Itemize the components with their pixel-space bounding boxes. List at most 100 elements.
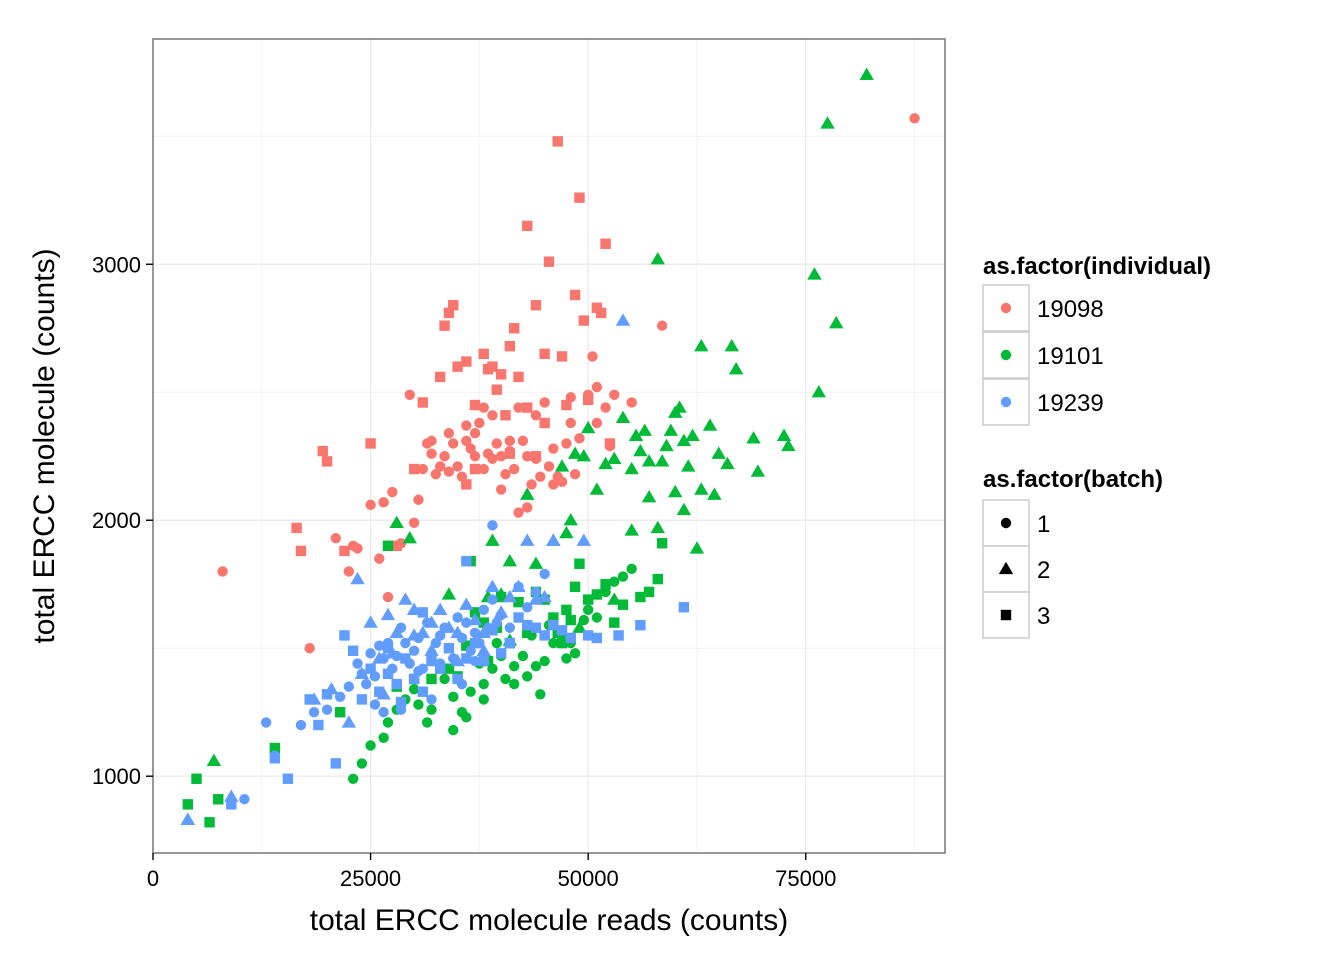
data-point-19101-batch-3 [556, 637, 568, 649]
data-point-19098-batch-3 [461, 479, 472, 490]
data-point-19101-batch-3 [656, 538, 668, 549]
data-point-19098-batch-1 [591, 417, 603, 429]
data-point-19098-batch-1 [656, 320, 668, 331]
data-point-19239-batch-3 [408, 673, 420, 685]
data-point-19101-batch-2 [633, 443, 648, 457]
data-point-19101-batch-1 [539, 655, 550, 667]
data-point-19239-batch-3 [478, 655, 489, 667]
data-point-19098-batch-3 [522, 402, 533, 413]
data-point-19101-batch-3 [334, 707, 346, 718]
data-point-19101-batch-1 [421, 717, 433, 728]
data-point-19239-batch-1 [487, 520, 498, 531]
data-point-19101-batch-2 [681, 459, 696, 472]
data-point-19101-batch-2 [694, 338, 709, 352]
data-point-19101-batch-1 [522, 671, 533, 682]
data-point-19101-batch-2 [672, 400, 687, 413]
data-point-19239-batch-1 [504, 622, 516, 633]
legend-batch-title: as.factor(batch) [983, 466, 1163, 493]
legend-key-19101 [1000, 349, 1012, 361]
data-point-19101-batch-2 [624, 523, 639, 536]
data-point-19239-batch-2 [354, 666, 370, 680]
data-point-19239-batch-1 [478, 604, 489, 616]
data-point-19098-batch-1 [378, 497, 389, 508]
data-point-19101-batch-1 [448, 724, 459, 736]
data-point-19101-batch-1 [382, 717, 394, 728]
data-point-19101-batch-1 [478, 694, 489, 705]
data-point-19101-batch-2 [654, 454, 670, 467]
data-point-19101-batch-1 [500, 673, 511, 685]
data-point-19239-batch-3 [269, 753, 281, 764]
data-point-19098-batch-1 [413, 494, 424, 505]
data-point-19101-batch-3 [382, 540, 394, 552]
data-point-19101-batch-3 [635, 591, 646, 603]
data-point-19101-batch-3 [469, 607, 481, 618]
data-point-19101-batch-3 [643, 586, 655, 598]
data-point-19098-batch-1 [561, 438, 572, 449]
legend-label-19239: 19239 [1037, 390, 1104, 417]
data-point-19098-batch-3 [443, 307, 455, 319]
data-point-19098-batch-1 [365, 499, 376, 511]
y-tick-label: 3000 [92, 252, 141, 277]
data-points [180, 67, 920, 828]
y-tick-label: 1000 [92, 764, 141, 789]
data-point-19101-batch-2 [676, 433, 692, 447]
data-point-19239-batch-3 [539, 630, 550, 641]
data-point-19098-batch-3 [491, 384, 502, 395]
data-point-19101-batch-3 [191, 773, 202, 784]
data-point-19098-batch-3 [504, 340, 516, 352]
data-point-19098-batch-3 [321, 456, 333, 467]
data-point-19098-batch-1 [909, 113, 920, 124]
legend-key-19098 [1000, 302, 1012, 314]
data-point-19239-batch-1 [260, 717, 272, 728]
data-point-19098-batch-1 [443, 428, 455, 439]
data-point-19098-batch-1 [474, 417, 485, 429]
data-point-19239-batch-3 [565, 632, 576, 644]
data-point-19098-batch-3 [508, 323, 520, 334]
data-point-19239-batch-3 [382, 643, 394, 654]
data-point-19101-batch-1 [530, 660, 542, 672]
data-point-19101-batch-2 [659, 438, 674, 452]
data-point-19101-batch-1 [356, 758, 368, 769]
legend-individual-title: as.factor(individual) [983, 253, 1211, 280]
data-point-19239-batch-3 [304, 694, 315, 705]
data-point-19098-batch-1 [609, 389, 620, 401]
data-point-19098-batch-1 [522, 502, 533, 513]
data-point-19098-batch-1 [426, 448, 437, 459]
data-point-19101-batch-2 [502, 553, 518, 567]
data-point-19101-batch-2 [580, 420, 596, 434]
data-point-19098-batch-1 [387, 486, 398, 498]
data-point-19239-batch-3 [513, 612, 524, 623]
data-point-19098-batch-1 [465, 443, 476, 454]
data-point-19098-batch-1 [543, 461, 555, 472]
data-point-19098-batch-1 [526, 479, 537, 490]
data-point-19098-batch-1 [569, 468, 581, 480]
data-point-19098-batch-3 [417, 397, 429, 408]
data-point-19239-batch-3 [556, 625, 568, 636]
data-point-19239-batch-3 [382, 668, 394, 680]
data-point-19098-batch-3 [530, 300, 542, 311]
data-point-19101-batch-2 [563, 513, 578, 526]
x-tick-label: 75000 [775, 866, 836, 891]
data-point-19101-batch-2 [637, 423, 652, 436]
data-point-19098-batch-1 [452, 461, 463, 472]
data-point-19101-batch-2 [724, 338, 739, 352]
x-axis: 0 25000 50000 75000 [147, 853, 836, 891]
data-point-19098-batch-3 [530, 451, 542, 462]
data-point-19098-batch-1 [530, 410, 542, 421]
data-point-19098-batch-3 [578, 315, 590, 326]
data-point-19101-batch-1 [378, 732, 389, 744]
data-point-19101-batch-1 [347, 773, 359, 784]
data-point-19239-batch-3 [469, 637, 481, 649]
data-point-19239-batch-3 [417, 686, 429, 697]
data-point-19239-batch-2 [424, 615, 439, 628]
data-point-19098-batch-1 [548, 443, 559, 454]
data-point-19098-batch-3 [504, 448, 516, 459]
data-point-19098-batch-1 [461, 435, 472, 447]
data-point-19101-batch-2 [589, 482, 605, 495]
data-point-19098-batch-1 [461, 420, 472, 431]
data-point-19101-batch-2 [750, 464, 766, 477]
data-point-19239-batch-2 [224, 789, 239, 802]
data-point-19101-batch-1 [591, 612, 603, 623]
data-point-19239-batch-1 [295, 719, 307, 731]
